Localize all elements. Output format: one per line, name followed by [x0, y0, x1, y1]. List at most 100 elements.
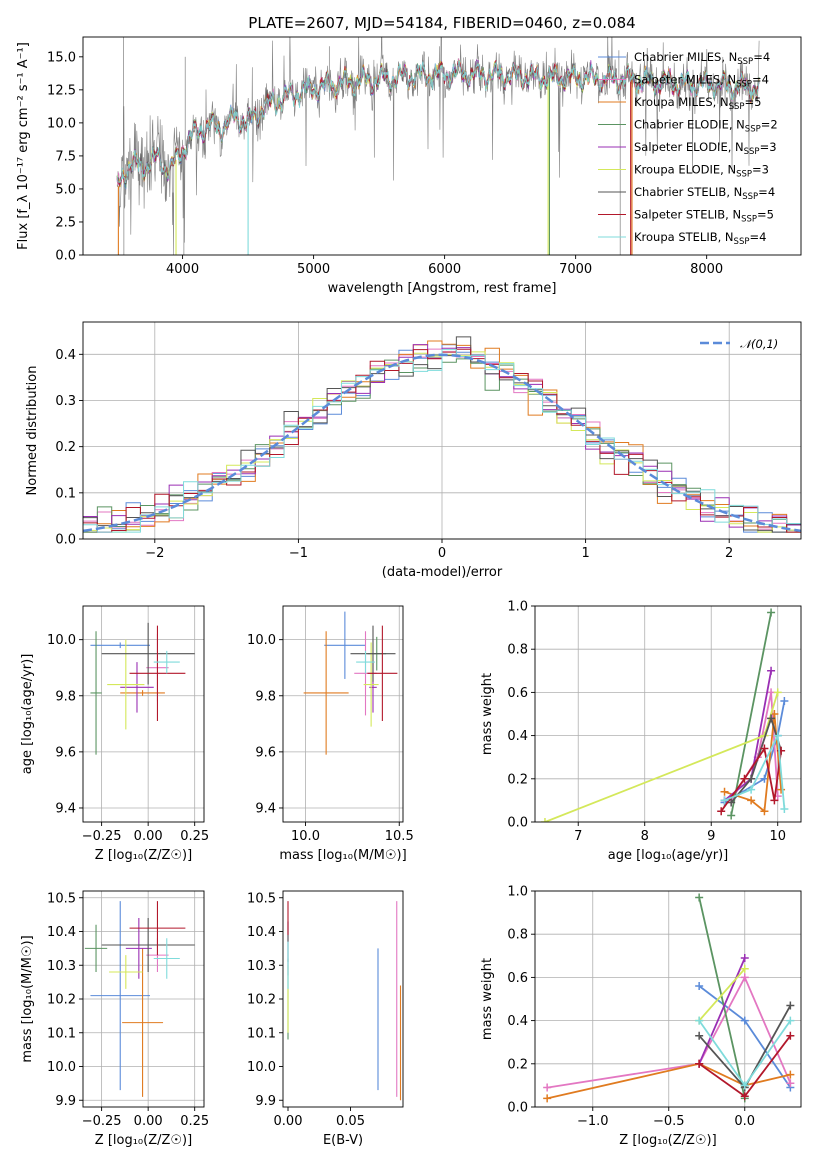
x-tick-label: 5000 — [297, 262, 330, 277]
weight-line — [698, 897, 746, 1099]
legend-n-eq: = — [760, 140, 770, 154]
legend-label: Kroupa MILES, NSSP=5 — [634, 95, 761, 112]
y-tick-label: 10.3 — [47, 959, 76, 974]
legend-series-name: Salpeter ELODIE — [634, 140, 728, 154]
model-line-kroupa-stelib — [116, 60, 760, 184]
weight-series-chabrier-elodie — [727, 608, 776, 820]
x-axis-label: wavelength [Angstrom, rest frame] — [328, 281, 557, 296]
legend-n-value: 4 — [763, 50, 770, 64]
x-tick-label: 10.5 — [385, 829, 414, 844]
x-tick-label: 0.00 — [134, 829, 163, 844]
y-tick-label: 10.5 — [47, 891, 76, 906]
weight-marker — [786, 1016, 795, 1025]
x-axis-label: age [log₁₀(age/yr)] — [608, 848, 729, 863]
errorbar-salpeter-stelib — [367, 625, 398, 722]
legend-n-prefix: , N — [720, 163, 736, 177]
y-tick-label: 1.0 — [507, 600, 528, 615]
errorbar-chabrier-elodie — [84, 924, 108, 972]
y-tick-label: 9.4 — [255, 801, 276, 816]
weight-marker — [747, 785, 756, 794]
x-tick-label: 6000 — [428, 262, 461, 277]
weight-marker — [773, 688, 782, 697]
histogram-kroupa-stelib — [83, 349, 801, 539]
legend-n-eq: = — [749, 230, 759, 244]
x-tick-label: −0.25 — [82, 829, 122, 844]
legend-series-name: Salpeter STELIB — [634, 208, 725, 222]
legend-n-value: 5 — [754, 95, 761, 109]
weight-marker — [740, 1016, 749, 1025]
weight-marker — [543, 1083, 552, 1092]
legend-n-eq: = — [758, 185, 768, 199]
legend-series-name: Kroupa ELODIE — [634, 163, 720, 177]
panel-mass_vs_Z: −0.25 0.00 0.25 9.9 10.0 10.1 10.2 10.3 10.4 10.5… — [20, 890, 209, 1148]
errorbar-chabrier-elodie — [90, 631, 102, 755]
errorbar-kroupa-miles — [122, 948, 164, 1097]
errorbar-chabrier-miles — [90, 642, 151, 649]
legend-label: 𝒩(0,1) — [740, 337, 778, 351]
errorbar-salpeter-stelib — [129, 901, 186, 956]
y-tick-label: 0.3 — [55, 394, 76, 409]
x-axis-label: (data-model)/error — [382, 565, 503, 580]
weight-series-kroupa-elodie — [540, 688, 782, 822]
y-axis-label: Normed distribution — [25, 366, 40, 496]
y-tick-label: 10.4 — [47, 925, 76, 940]
legend-label: Salpeter MILES, NSSP=4 — [634, 73, 769, 90]
legend-label: Chabrier MILES, NSSP=4 — [634, 50, 770, 67]
x-tick-label: 0.0 — [734, 1114, 755, 1129]
plot-area — [287, 901, 402, 1101]
y-tick-label: 10.0 — [247, 633, 276, 648]
x-tick-label: 9 — [707, 829, 715, 844]
weight-marker — [786, 1001, 795, 1010]
errorbar-chabrier-miles — [324, 611, 366, 679]
errorbar-chabrier-stelib — [350, 625, 396, 682]
x-axis-label: Z [log₁₀(Z/Z☉)] — [95, 848, 192, 863]
y-tick-label: 0.8 — [507, 928, 528, 943]
panel-age_vs_mass: 10.0 10.5 9.4 9.6 9.8 10.0 mass [log₁₀(M/M☉)] — [247, 605, 414, 863]
x-tick-label: −2 — [145, 546, 164, 561]
legend-label: Salpeter ELODIE, NSSP=3 — [634, 140, 777, 157]
x-tick-label: 0.00 — [134, 1114, 163, 1129]
legend-n-sub: SSP — [737, 57, 753, 67]
weight-marker — [740, 1092, 749, 1101]
weight-marker — [786, 1031, 795, 1040]
legend-n-prefix: , N — [729, 118, 745, 132]
legend-series-name: Salpeter MILES — [634, 73, 720, 87]
y-tick-label: 1.0 — [507, 885, 528, 900]
legend-label: Chabrier STELIB, NSSP=4 — [634, 185, 775, 202]
weight-marker — [543, 1094, 552, 1103]
axes-frame — [534, 890, 802, 1108]
legend-n-prefix: , N — [725, 208, 741, 222]
y-tick-label: 0.0 — [55, 533, 76, 548]
x-axis-label: E(B-V) — [323, 1133, 363, 1148]
legend-n-value: 4 — [768, 185, 775, 199]
legend-n-eq: = — [744, 95, 754, 109]
y-tick-label: 0.6 — [507, 686, 528, 701]
x-tick-label: 10 — [769, 829, 786, 844]
weight-marker — [717, 807, 726, 816]
legend-n-value: 3 — [762, 163, 769, 177]
x-tick-label: −1 — [289, 546, 308, 561]
legend-n-value: 3 — [769, 140, 776, 154]
axes-frame — [82, 605, 205, 823]
legend-n-sub: SSP — [741, 215, 757, 225]
x-tick-label: 2 — [725, 546, 733, 561]
weight-series-salpeter-stelib — [717, 744, 786, 816]
y-tick-label: 0.0 — [507, 816, 528, 831]
panel-residuals: −2 −1 0 1 2 0.0 0.1 0.2 0.3 0.4 (data-model)/error… — [25, 321, 802, 580]
legend-label: Kroupa STELIB, NSSP=4 — [634, 230, 766, 247]
legend-n-sub: SSP — [729, 102, 745, 112]
x-tick-label: 4000 — [166, 262, 199, 277]
legend-series-name: Chabrier MILES — [634, 50, 721, 64]
errorbar-salpeter-stelib — [129, 625, 186, 722]
y-tick-label: 0.2 — [55, 440, 76, 455]
legend-n-eq: = — [753, 50, 763, 64]
x-tick-label: −0.25 — [82, 1114, 122, 1129]
y-tick-label: 0.2 — [507, 1057, 528, 1072]
y-tick-label: 0.0 — [507, 1101, 528, 1116]
weight-line — [724, 732, 786, 810]
errorbar-chabrier-miles — [90, 901, 151, 1091]
legend-n-sub: SSP — [742, 192, 758, 202]
legend-n-sub: SSP — [736, 170, 752, 180]
y-tick-label: 10.3 — [247, 959, 276, 974]
